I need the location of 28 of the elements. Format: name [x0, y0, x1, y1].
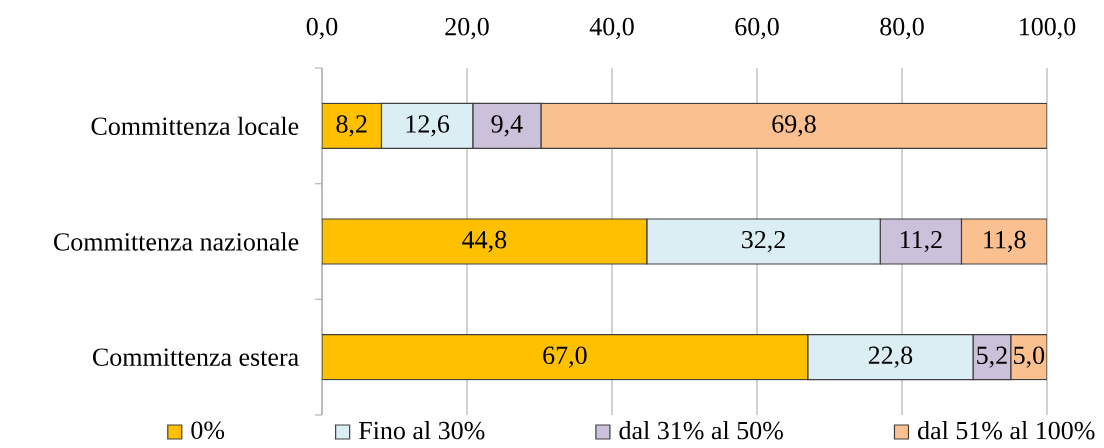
- data-label: 69,8: [772, 115, 816, 137]
- y-tick-label: Committenza nazionale: [54, 232, 299, 251]
- x-tick-label: 80,0: [880, 17, 924, 40]
- data-label: 9,4: [491, 115, 523, 137]
- y-tick-label: Committenza locale: [91, 116, 299, 135]
- bar: [322, 334, 809, 381]
- x-tick-label: 0,0: [306, 17, 338, 40]
- x-tick-label: 20,0: [445, 17, 489, 40]
- x-tick-label: 100,0: [1020, 17, 1076, 40]
- x-tick-label: 60,0: [735, 17, 779, 40]
- legend-label: 0%: [191, 421, 225, 440]
- data-label: 11,8: [984, 230, 1026, 253]
- data-label: 44,8: [462, 230, 507, 253]
- data-label: 67,0: [543, 346, 587, 368]
- legend-label: Fino al 30%: [358, 421, 485, 440]
- data-label: 5,2: [977, 346, 1007, 368]
- data-label: 5,0: [1014, 346, 1045, 368]
- data-label: 32,2: [742, 230, 785, 253]
- y-tick-label: Committenza estera: [93, 348, 299, 366]
- bar: [322, 102, 383, 149]
- data-label: 12,6: [406, 115, 450, 137]
- data-label: 22,8: [868, 346, 913, 368]
- data-label: 11,2: [900, 230, 942, 253]
- legend-label: dal 51% al 100%: [918, 421, 1095, 440]
- x-tick-label: 40,0: [589, 17, 634, 40]
- legend-label: dal 31% al 50%: [619, 421, 783, 440]
- bar: [322, 218, 648, 265]
- data-label: 8,2: [336, 115, 367, 137]
